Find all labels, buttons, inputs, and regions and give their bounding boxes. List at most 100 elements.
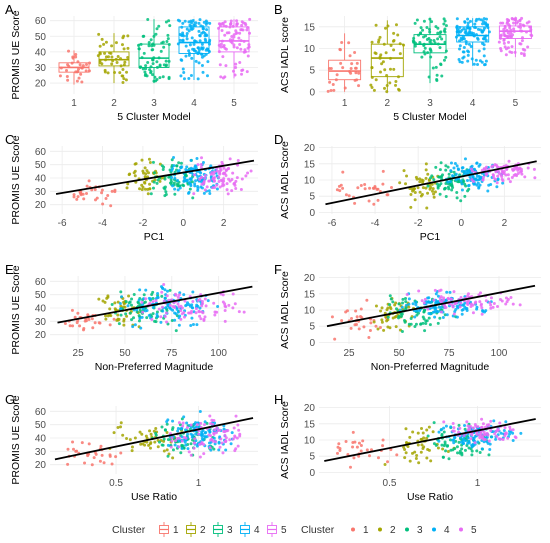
point-cluster-5 — [244, 174, 248, 178]
jitter-point — [382, 42, 386, 46]
point-cluster-5 — [484, 299, 488, 303]
jitter-point — [458, 30, 462, 34]
jitter-point — [119, 64, 123, 68]
point-cluster-2 — [420, 443, 424, 447]
jitter-point — [455, 30, 459, 34]
jitter-point — [234, 62, 238, 66]
point-cluster-1 — [75, 449, 79, 453]
point-cluster-5 — [233, 434, 237, 438]
point-cluster-4 — [490, 435, 494, 439]
point-cluster-5 — [523, 175, 527, 179]
point-cluster-5 — [215, 183, 219, 187]
y-tick-label: 30 — [35, 187, 47, 198]
point-cluster-5 — [182, 315, 186, 319]
point-cluster-3 — [432, 421, 436, 425]
point-cluster-5 — [225, 188, 229, 192]
legend-left-label: 1 — [173, 525, 179, 536]
point-cluster-3 — [189, 442, 193, 446]
x-tick-label: 0.5 — [383, 478, 397, 489]
y-tick-label: 50 — [35, 290, 47, 301]
point-cluster-3 — [179, 451, 183, 455]
jitter-point — [378, 35, 382, 39]
jitter-point — [504, 47, 508, 51]
box-iqr — [370, 43, 404, 78]
jitter-point — [435, 73, 439, 77]
y-axis-label: PROMIS UE Score — [10, 10, 22, 99]
jitter-point — [59, 66, 63, 70]
point-cluster-4 — [452, 441, 456, 445]
point-cluster-4 — [484, 309, 488, 313]
point-cluster-4 — [413, 315, 417, 319]
point-cluster-5 — [236, 423, 240, 427]
jitter-point — [383, 68, 387, 72]
point-cluster-2 — [121, 433, 125, 437]
point-cluster-3 — [166, 454, 170, 458]
point-cluster-5 — [234, 414, 238, 418]
jitter-point — [458, 60, 462, 64]
jitter-point — [185, 37, 189, 41]
point-cluster-3 — [449, 448, 453, 452]
jitter-point — [392, 39, 396, 43]
point-cluster-1 — [100, 188, 104, 192]
point-cluster-4 — [411, 302, 415, 306]
jitter-point — [502, 31, 506, 35]
point-cluster-1 — [108, 323, 112, 327]
point-cluster-4 — [454, 172, 458, 176]
point-cluster-5 — [170, 439, 174, 443]
point-cluster-5 — [151, 300, 155, 304]
point-cluster-3 — [463, 194, 467, 198]
point-cluster-4 — [433, 310, 437, 314]
point-cluster-3 — [443, 442, 447, 446]
jitter-point — [476, 62, 480, 66]
jitter-point — [116, 55, 120, 59]
jitter-point — [474, 19, 478, 23]
jitter-point — [461, 50, 465, 54]
jitter-point — [74, 53, 78, 57]
point-cluster-5 — [246, 171, 250, 175]
point-cluster-5 — [189, 453, 193, 457]
point-cluster-2 — [148, 429, 152, 433]
jitter-point — [102, 42, 106, 46]
point-cluster-2 — [415, 453, 419, 457]
jitter-point — [474, 58, 478, 62]
point-cluster-3 — [155, 310, 159, 314]
point-cluster-4 — [480, 447, 484, 451]
point-cluster-5 — [218, 445, 222, 449]
jitter-point — [168, 24, 172, 28]
jitter-point — [224, 24, 228, 28]
point-cluster-1 — [357, 441, 361, 445]
point-cluster-4 — [441, 316, 445, 320]
jitter-point — [388, 81, 392, 85]
jitter-point — [246, 26, 250, 30]
point-cluster-3 — [151, 186, 155, 190]
point-cluster-3 — [434, 165, 438, 169]
point-cluster-5 — [217, 179, 221, 183]
point-cluster-3 — [151, 290, 155, 294]
jitter-point — [519, 52, 523, 56]
point-cluster-5 — [240, 177, 244, 181]
point-cluster-1 — [381, 182, 385, 186]
point-cluster-4 — [519, 431, 523, 435]
point-cluster-2 — [411, 430, 415, 434]
jitter-point — [357, 71, 361, 75]
jitter-point — [79, 66, 83, 70]
point-cluster-4 — [437, 439, 441, 443]
jitter-point — [65, 75, 69, 79]
point-cluster-5 — [203, 176, 207, 180]
point-cluster-5 — [195, 423, 199, 427]
jitter-point — [502, 41, 506, 45]
point-cluster-4 — [144, 309, 148, 313]
point-cluster-3 — [413, 325, 417, 329]
point-cluster-5 — [486, 433, 490, 437]
point-cluster-1 — [359, 307, 363, 311]
jitter-point — [434, 25, 438, 29]
point-cluster-2 — [422, 445, 426, 449]
jitter-point — [185, 34, 189, 38]
point-cluster-4 — [475, 178, 479, 182]
jitter-point — [473, 22, 477, 26]
point-cluster-4 — [189, 158, 193, 162]
jitter-point — [192, 47, 196, 51]
point-cluster-2 — [409, 193, 413, 197]
point-cluster-3 — [124, 300, 128, 304]
point-cluster-5 — [485, 423, 489, 427]
